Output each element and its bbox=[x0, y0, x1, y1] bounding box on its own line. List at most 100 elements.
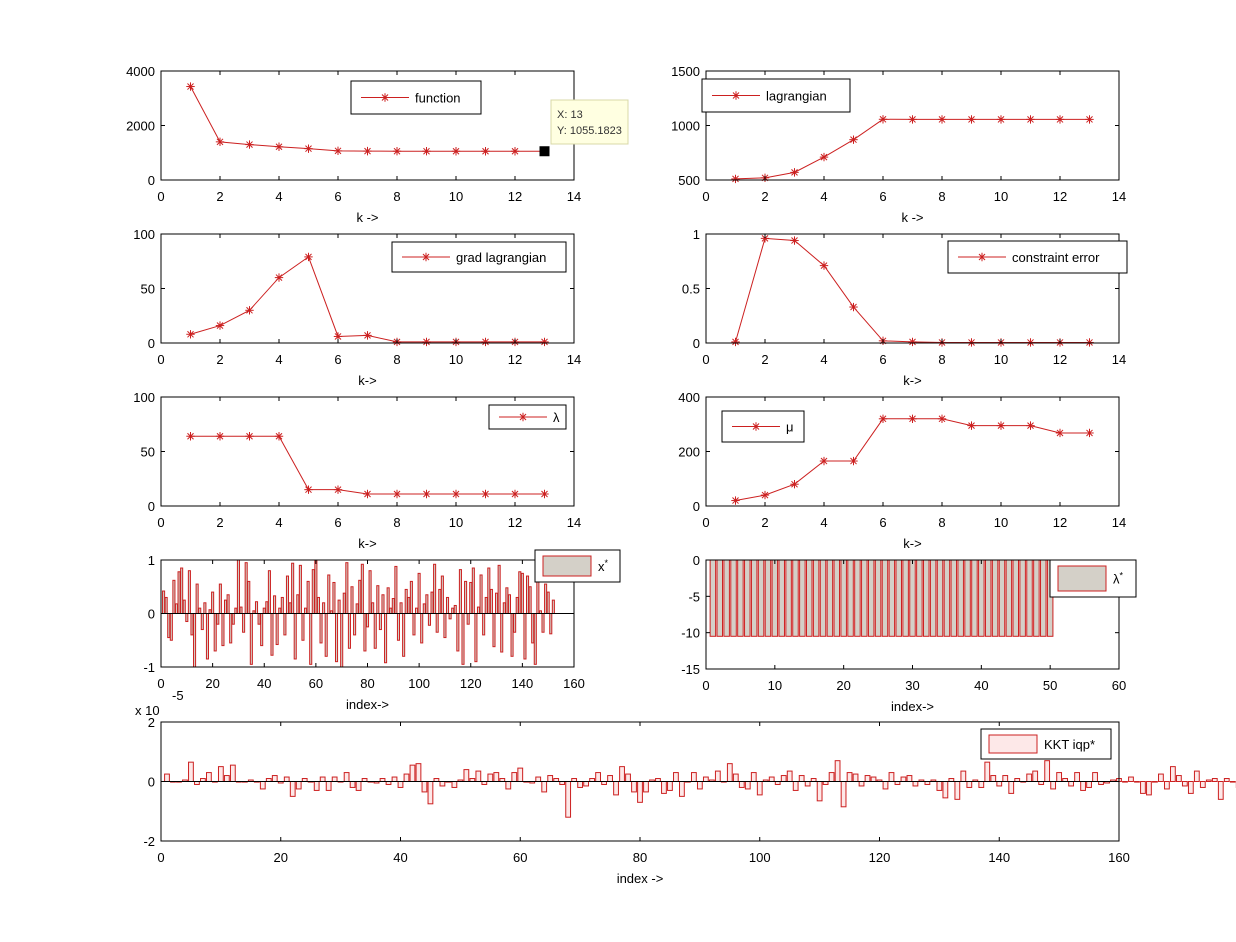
bar-84 bbox=[661, 781, 667, 794]
y-tick-label: 1 bbox=[693, 227, 700, 242]
bar-107 bbox=[798, 775, 805, 782]
legend[interactable]: μ bbox=[721, 410, 805, 443]
legend-swatch bbox=[542, 555, 592, 577]
bar-128 bbox=[489, 588, 493, 614]
bar-144 bbox=[531, 613, 535, 644]
x-tick-label: 20 bbox=[274, 850, 288, 865]
bar-83 bbox=[373, 613, 377, 649]
bar-134 bbox=[960, 770, 967, 783]
bar-40 bbox=[262, 607, 266, 615]
x-tick-label: 40 bbox=[393, 850, 407, 865]
x-tick-label: 14 bbox=[1112, 515, 1126, 530]
bar-8 bbox=[757, 559, 765, 637]
marker-7 bbox=[908, 337, 917, 347]
x-tick-label: 8 bbox=[393, 189, 400, 204]
legend[interactable]: KKT iqp* bbox=[980, 728, 1112, 760]
y-tick-label: 2 bbox=[148, 715, 155, 730]
x-tick-label: 12 bbox=[508, 515, 522, 530]
bar-122 bbox=[888, 772, 895, 783]
bar-106 bbox=[433, 563, 437, 615]
bar-119 bbox=[870, 776, 877, 782]
bar-85 bbox=[667, 781, 673, 791]
bar-139 bbox=[990, 775, 997, 782]
series bbox=[731, 414, 1094, 505]
bar-120 bbox=[469, 581, 473, 614]
y-tick-label: -5 bbox=[688, 589, 700, 604]
marker-13 bbox=[540, 337, 549, 347]
bar-177 bbox=[1217, 781, 1224, 800]
bar-26 bbox=[881, 559, 889, 637]
bar-79 bbox=[363, 613, 367, 652]
bar-75 bbox=[607, 775, 613, 782]
legend[interactable]: x* bbox=[534, 549, 621, 583]
bar-46 bbox=[278, 607, 282, 615]
bar-149 bbox=[1050, 781, 1057, 790]
bar-21 bbox=[847, 559, 854, 637]
bar-22 bbox=[216, 613, 220, 625]
marker-13 bbox=[1085, 338, 1094, 347]
x-tick-label: 2 bbox=[216, 189, 223, 204]
bar-167 bbox=[1158, 773, 1164, 782]
bar-19 bbox=[208, 609, 212, 615]
marker-5 bbox=[849, 302, 858, 312]
marker-10 bbox=[996, 421, 1006, 430]
bar-28 bbox=[895, 559, 902, 637]
bar-60 bbox=[314, 559, 318, 614]
y-axis: 500 1000 1500 bbox=[671, 64, 1119, 188]
y-axis: 00.51 bbox=[682, 227, 1119, 351]
x-tick-label: 12 bbox=[1053, 515, 1067, 530]
bar-19 bbox=[271, 775, 278, 782]
bar-130 bbox=[495, 592, 499, 614]
x-tick-label: 0 bbox=[157, 515, 164, 530]
bar-101 bbox=[420, 613, 424, 644]
bar-116 bbox=[458, 569, 462, 615]
legend[interactable]: lagrangian bbox=[701, 78, 851, 113]
marker-3 bbox=[245, 306, 254, 315]
bar-76 bbox=[355, 603, 359, 614]
marker-10 bbox=[996, 115, 1006, 124]
bar-65 bbox=[327, 574, 331, 614]
bar-53 bbox=[296, 594, 300, 615]
marker-6 bbox=[333, 146, 343, 156]
marker-12 bbox=[1055, 428, 1065, 438]
subplot-3: 0 2 4 6 8 10 12 14 k-> 0 50 100 grad lagrangian bbox=[133, 227, 581, 388]
y-tick-label: 4000 bbox=[126, 64, 155, 79]
x-tick-label: 0 bbox=[157, 850, 164, 865]
datatip[interactable]: X: 13 Y: 1055.1823 bbox=[539, 99, 629, 157]
x-tick-label: 60 bbox=[1112, 678, 1126, 693]
marker-0 bbox=[518, 412, 528, 422]
bar-168 bbox=[1164, 781, 1170, 790]
legend[interactable]: function bbox=[350, 80, 482, 115]
bar-15 bbox=[805, 559, 813, 637]
bar-90 bbox=[696, 781, 703, 790]
bar-126 bbox=[912, 781, 919, 787]
x-tick-label: 4 bbox=[275, 352, 282, 367]
bar-136 bbox=[510, 613, 514, 657]
marker-5 bbox=[304, 485, 313, 494]
x-axis: 0 2 4 6 8 10 12 14 bbox=[702, 234, 1126, 367]
y-tick-label: 0 bbox=[693, 499, 700, 514]
bar-38 bbox=[964, 559, 971, 637]
legend[interactable]: λ bbox=[488, 404, 567, 430]
exponent-label: x 10 bbox=[135, 703, 160, 718]
bar-97 bbox=[738, 781, 745, 788]
bar-104 bbox=[780, 775, 787, 782]
marker-9 bbox=[422, 489, 431, 499]
bar-119 bbox=[466, 613, 470, 625]
legend[interactable]: constraint error bbox=[947, 240, 1128, 274]
bar-14 bbox=[195, 583, 199, 615]
x-tick-label: 2 bbox=[216, 515, 223, 530]
bar-6 bbox=[174, 603, 179, 614]
bar-82 bbox=[371, 602, 375, 614]
bar-68 bbox=[565, 781, 572, 818]
legend[interactable]: λ* bbox=[1049, 559, 1137, 598]
bar-51 bbox=[463, 769, 470, 782]
bar-10 bbox=[185, 613, 189, 623]
marker-4 bbox=[819, 261, 829, 270]
x-tick-label: 20 bbox=[836, 678, 850, 693]
bar-51 bbox=[291, 562, 295, 615]
bar-2 bbox=[164, 596, 168, 615]
legend[interactable]: grad lagrangian bbox=[391, 241, 567, 273]
bar-3 bbox=[723, 559, 730, 637]
